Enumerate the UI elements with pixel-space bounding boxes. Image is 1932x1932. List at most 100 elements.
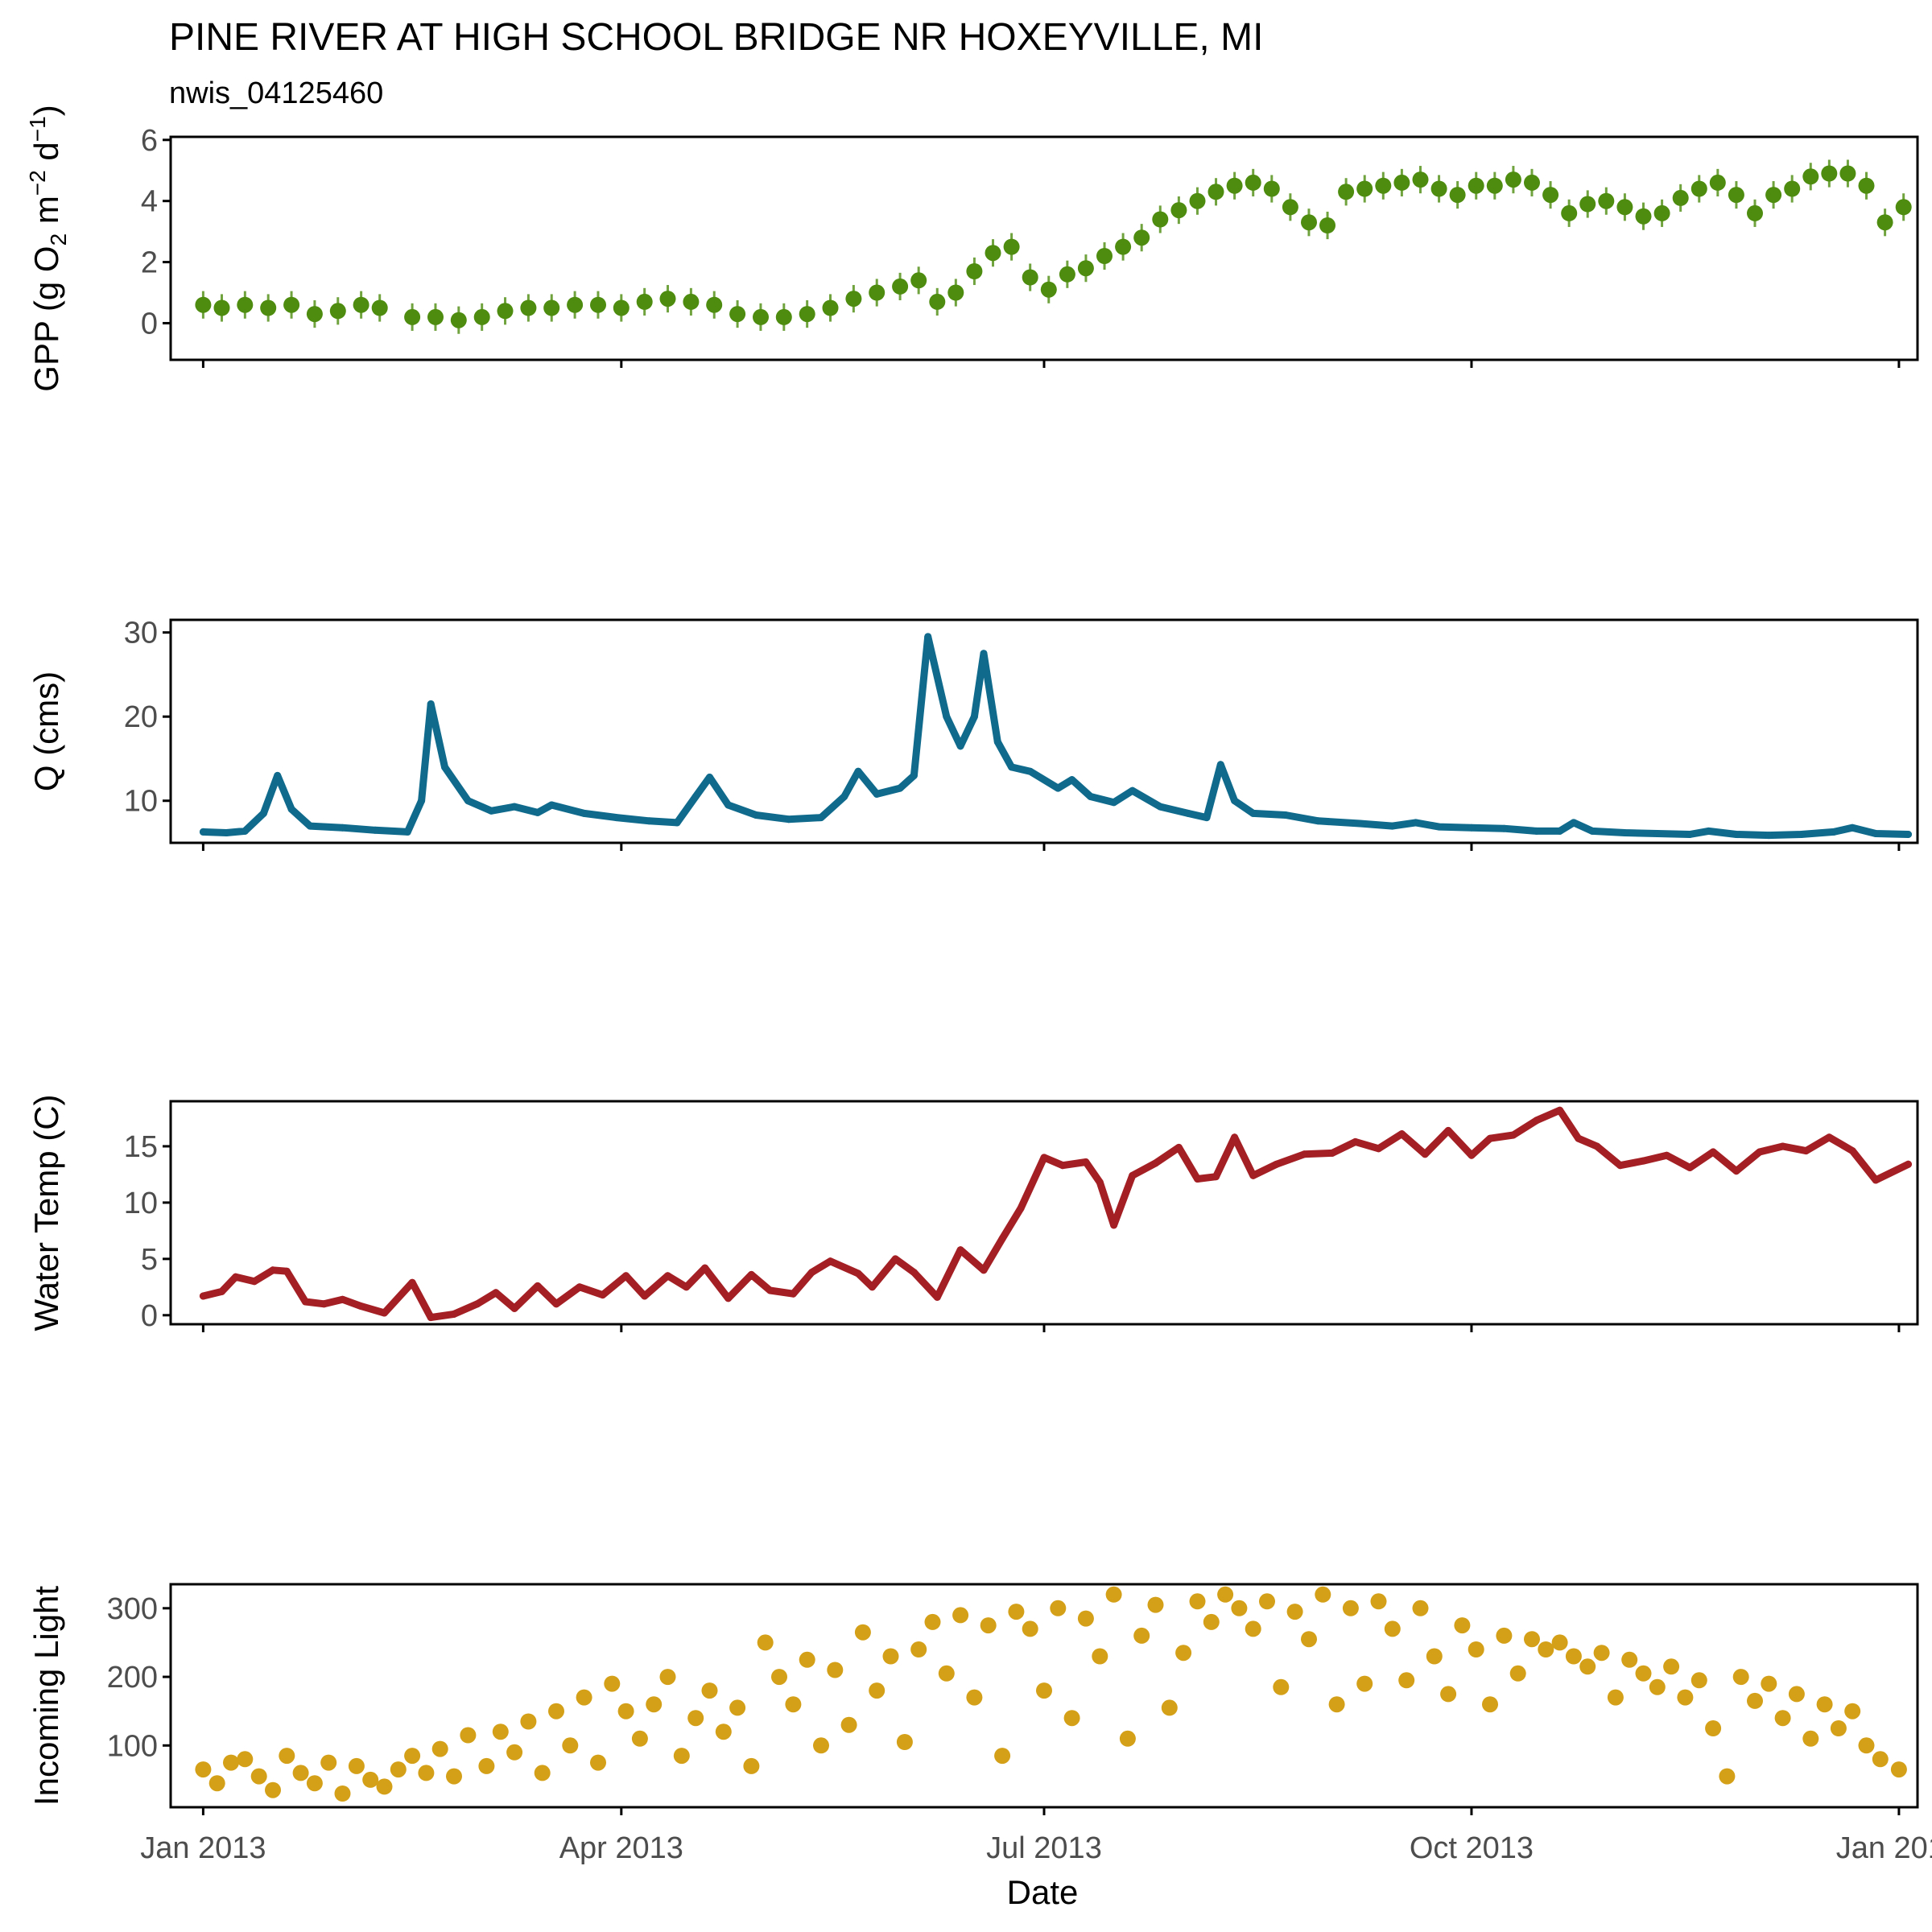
water_temp-vertex <box>473 1300 481 1308</box>
water_temp-vertex <box>1249 1171 1257 1179</box>
light-point <box>1370 1593 1387 1610</box>
x-axis-label: Date <box>1007 1873 1079 1911</box>
light-point <box>1384 1620 1401 1637</box>
light-point <box>1245 1620 1261 1637</box>
light-point <box>729 1699 746 1716</box>
discharge-vertex <box>1468 824 1476 832</box>
light-point <box>1579 1658 1596 1675</box>
y-axis-label: Q (cms) <box>27 671 65 791</box>
water_temp-vertex <box>1779 1142 1787 1150</box>
water_temp-vertex <box>218 1287 225 1295</box>
light-point <box>1286 1604 1303 1620</box>
discharge-vertex <box>924 633 932 641</box>
gpp-point <box>869 284 886 301</box>
discharge-vertex <box>993 738 1001 746</box>
discharge-vertex <box>1556 827 1564 835</box>
light-point <box>687 1710 704 1727</box>
x-tick-label: Jan 2013 <box>140 1831 266 1865</box>
y-tick-label: 200 <box>107 1661 158 1695</box>
gpp-point <box>1579 196 1596 213</box>
water_temp-vertex <box>1825 1133 1833 1141</box>
light-point <box>431 1740 448 1757</box>
light-point <box>980 1617 997 1634</box>
gpp-point <box>1876 214 1893 231</box>
water_temp-vertex <box>807 1269 815 1277</box>
water_temp-vertex <box>854 1269 862 1278</box>
discharge-vertex <box>222 829 230 836</box>
discharge-vertex <box>487 807 495 815</box>
discharge-vertex <box>464 797 472 805</box>
light-point <box>292 1765 309 1781</box>
water_temp-vertex <box>1231 1133 1239 1141</box>
light-point <box>1217 1586 1234 1603</box>
light-point <box>237 1751 254 1768</box>
y-tick-label: 15 <box>124 1130 158 1164</box>
discharge-vertex <box>943 712 951 720</box>
light-point <box>478 1757 495 1774</box>
water_temp-vertex <box>789 1290 797 1298</box>
light-point <box>590 1754 606 1771</box>
discharge-vertex <box>287 805 295 813</box>
light-point <box>715 1724 732 1740</box>
water_temp-vertex <box>1082 1158 1090 1166</box>
water_temp-vertex <box>747 1270 755 1278</box>
light-point <box>506 1744 523 1761</box>
light-point <box>534 1765 551 1781</box>
water_temp-vertex <box>357 1302 365 1311</box>
light-point <box>952 1607 969 1624</box>
gpp-point <box>1895 199 1912 216</box>
water_temp-vertex <box>1421 1150 1429 1158</box>
light-point <box>1092 1648 1108 1665</box>
light-point <box>1551 1634 1568 1651</box>
discharge-vertex <box>1620 829 1629 836</box>
discharge-vertex <box>817 814 825 822</box>
water_temp-vertex <box>1486 1134 1494 1142</box>
discharge-vertex <box>1282 811 1290 819</box>
gpp-point <box>1022 269 1038 286</box>
discharge-vertex <box>259 809 267 817</box>
light-point <box>840 1716 857 1733</box>
y-tick-label: 0 <box>141 307 158 341</box>
water_temp-vertex <box>683 1283 691 1291</box>
water_temp-vertex <box>1802 1147 1810 1155</box>
water_temp-vertex <box>1352 1137 1360 1146</box>
gpp-point <box>1245 174 1261 191</box>
gpp-point <box>371 299 388 316</box>
water_temp-vertex <box>933 1293 941 1301</box>
discharge-vertex <box>1588 827 1596 835</box>
light-point <box>673 1748 690 1765</box>
light-point <box>1890 1761 1907 1778</box>
water_temp-vertex <box>269 1266 277 1274</box>
water_temp-vertex <box>283 1267 291 1275</box>
light-point <box>1050 1600 1067 1616</box>
light-point <box>1732 1669 1749 1686</box>
y-tick-label: 5 <box>141 1243 158 1277</box>
y-tick-label: 10 <box>124 1187 158 1220</box>
water_temp-vertex <box>552 1300 560 1308</box>
light-point <box>1844 1703 1861 1719</box>
water_temp-vertex <box>1732 1167 1740 1175</box>
water-temp-panel: 0 5 10 15 Water Temp (C) <box>27 1094 1919 1333</box>
y-axis-label-part: −2 <box>25 170 50 196</box>
water_temp-vertex <box>1174 1143 1183 1151</box>
water_temp-vertex <box>701 1264 709 1272</box>
water_temp-vertex <box>1533 1117 1541 1125</box>
discharge-vertex <box>1216 761 1224 769</box>
plot-area <box>195 1586 1907 1802</box>
light-point <box>1022 1620 1038 1637</box>
light-point <box>631 1730 648 1747</box>
light-point <box>1189 1593 1206 1610</box>
water_temp-vertex <box>1273 1160 1281 1168</box>
gpp-point <box>1839 165 1856 182</box>
discharge-line <box>199 633 1912 840</box>
gpp-point <box>590 296 606 313</box>
discharge-vertex <box>1570 819 1578 827</box>
light-point <box>604 1675 621 1692</box>
gpp-point <box>1430 180 1447 197</box>
light-point <box>223 1754 239 1771</box>
light-point <box>701 1682 718 1699</box>
discharge-vertex <box>1389 822 1397 830</box>
gpp-point <box>1709 174 1726 191</box>
light-point <box>1872 1751 1889 1768</box>
